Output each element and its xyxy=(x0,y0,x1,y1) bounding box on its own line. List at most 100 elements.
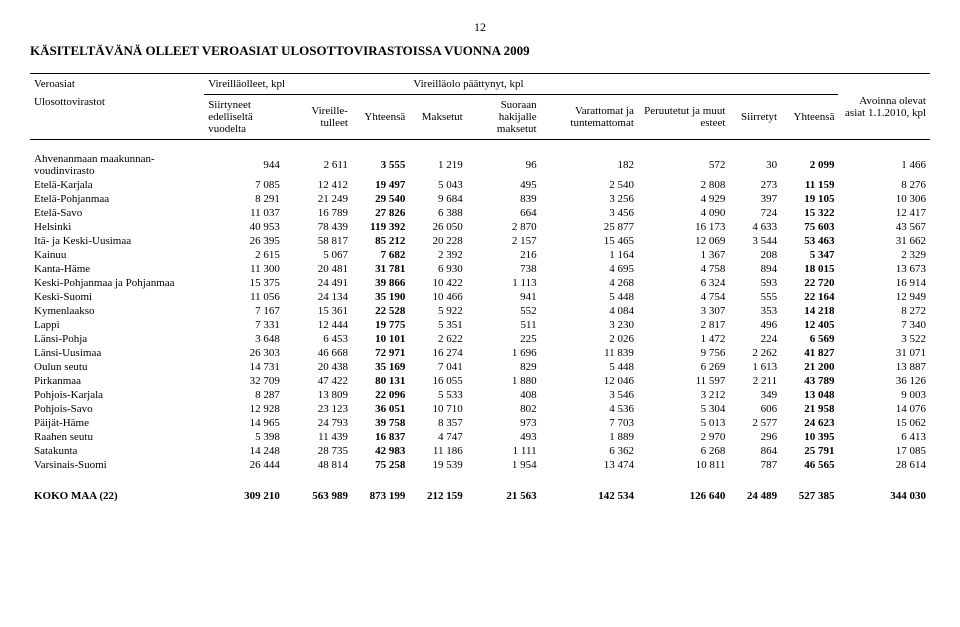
cell: 8 291 xyxy=(204,192,284,206)
cell: 2 817 xyxy=(638,318,729,332)
cell: 27 826 xyxy=(352,206,409,220)
table-row: Varsinais-Suomi26 44448 81475 25819 5391… xyxy=(30,458,930,472)
cell: 12 928 xyxy=(204,402,284,416)
cell: 5 398 xyxy=(204,430,284,444)
cell: 14 731 xyxy=(204,360,284,374)
cell: 8 287 xyxy=(204,388,284,402)
row-name: Kymenlaakso xyxy=(30,304,204,318)
cell: 13 048 xyxy=(781,388,838,402)
table-row: Pohjois-Savo12 92823 12336 05110 7108024… xyxy=(30,402,930,416)
total-cell: 873 199 xyxy=(352,472,409,503)
cell: 39 758 xyxy=(352,416,409,430)
cell: 75 258 xyxy=(352,458,409,472)
cell: 6 268 xyxy=(638,444,729,458)
header-vireilletulleet: Vireille-tulleet xyxy=(284,95,352,140)
header-avoinna: Avoinna olevat asiat 1.1.2010, kpl xyxy=(838,74,930,140)
cell: 2 970 xyxy=(638,430,729,444)
table-row: Etelä-Savo11 03716 78927 8266 3886643 45… xyxy=(30,206,930,220)
cell: 46 668 xyxy=(284,346,352,360)
cell: 78 439 xyxy=(284,220,352,234)
cell: 20 481 xyxy=(284,262,352,276)
cell: 8 272 xyxy=(838,304,930,318)
cell: 29 540 xyxy=(352,192,409,206)
total-cell: 212 159 xyxy=(409,472,466,503)
cell: 738 xyxy=(467,262,541,276)
cell: 349 xyxy=(729,388,781,402)
cell: 10 101 xyxy=(352,332,409,346)
cell: 17 085 xyxy=(838,444,930,458)
cell: 43 789 xyxy=(781,374,838,388)
cell: 24 793 xyxy=(284,416,352,430)
cell: 26 444 xyxy=(204,458,284,472)
row-name: Etelä-Savo xyxy=(30,206,204,220)
cell: 31 662 xyxy=(838,234,930,248)
row-name: Keski-Suomi xyxy=(30,290,204,304)
cell: 944 xyxy=(204,152,284,178)
cell: 2 611 xyxy=(284,152,352,178)
cell: 3 307 xyxy=(638,304,729,318)
cell: 18 015 xyxy=(781,262,838,276)
cell: 3 555 xyxy=(352,152,409,178)
cell: 16 055 xyxy=(409,374,466,388)
cell: 973 xyxy=(467,416,541,430)
cell: 397 xyxy=(729,192,781,206)
row-name: Satakunta xyxy=(30,444,204,458)
header-peruutetut: Peruutetut ja muut esteet xyxy=(638,95,729,140)
cell: 496 xyxy=(729,318,781,332)
row-name: Keski-Pohjanmaa ja Pohjanmaa xyxy=(30,276,204,290)
header-group-paattynyt: Vireilläolo päättynyt, kpl xyxy=(409,74,838,95)
cell: 19 539 xyxy=(409,458,466,472)
cell: 7 340 xyxy=(838,318,930,332)
cell: 7 085 xyxy=(204,178,284,192)
cell: 42 983 xyxy=(352,444,409,458)
cell: 8 357 xyxy=(409,416,466,430)
cell: 35 169 xyxy=(352,360,409,374)
header-veroasiat: Veroasiat xyxy=(34,78,200,90)
cell: 5 533 xyxy=(409,388,466,402)
cell: 572 xyxy=(638,152,729,178)
cell: 273 xyxy=(729,178,781,192)
table-row: Helsinki40 95378 439119 39226 0502 87025… xyxy=(30,220,930,234)
total-cell: 24 489 xyxy=(729,472,781,503)
cell: 24 623 xyxy=(781,416,838,430)
table-row: Keski-Suomi11 05624 13435 19010 4669415 … xyxy=(30,290,930,304)
cell: 32 709 xyxy=(204,374,284,388)
total-cell: 344 030 xyxy=(838,472,930,503)
page-number: 12 xyxy=(30,20,930,35)
cell: 24 491 xyxy=(284,276,352,290)
cell: 3 546 xyxy=(541,388,638,402)
cell: 10 395 xyxy=(781,430,838,444)
table-row: Länsi-Uusimaa26 30346 66872 97116 2741 6… xyxy=(30,346,930,360)
cell: 31 071 xyxy=(838,346,930,360)
data-table: Veroasiat Ulosottovirastot Vireilläollee… xyxy=(30,73,930,503)
row-name: Kainuu xyxy=(30,248,204,262)
row-name: Pohjois-Savo xyxy=(30,402,204,416)
cell: 35 190 xyxy=(352,290,409,304)
cell: 6 453 xyxy=(284,332,352,346)
table-row: Ahvenanmaan maakunnan-voudinvirasto9442 … xyxy=(30,152,930,178)
cell: 24 134 xyxy=(284,290,352,304)
table-row: Pirkanmaa32 70947 42280 13116 0551 88012… xyxy=(30,374,930,388)
row-name: Itä- ja Keski-Uusimaa xyxy=(30,234,204,248)
cell: 941 xyxy=(467,290,541,304)
cell: 493 xyxy=(467,430,541,444)
cell: 39 866 xyxy=(352,276,409,290)
cell: 593 xyxy=(729,276,781,290)
cell: 13 887 xyxy=(838,360,930,374)
cell: 75 603 xyxy=(781,220,838,234)
cell: 7 682 xyxy=(352,248,409,262)
cell: 4 090 xyxy=(638,206,729,220)
cell: 6 362 xyxy=(541,444,638,458)
cell: 19 497 xyxy=(352,178,409,192)
page-title: KÄSITELTÄVÄNÄ OLLEET VEROASIAT ULOSOTTOV… xyxy=(30,43,930,59)
cell: 296 xyxy=(729,430,781,444)
cell: 3 230 xyxy=(541,318,638,332)
cell: 22 720 xyxy=(781,276,838,290)
table-row: Päijät-Häme14 96524 79339 7588 3579737 7… xyxy=(30,416,930,430)
row-name: Helsinki xyxy=(30,220,204,234)
cell: 47 422 xyxy=(284,374,352,388)
cell: 555 xyxy=(729,290,781,304)
cell: 13 673 xyxy=(838,262,930,276)
cell: 14 248 xyxy=(204,444,284,458)
cell: 26 050 xyxy=(409,220,466,234)
